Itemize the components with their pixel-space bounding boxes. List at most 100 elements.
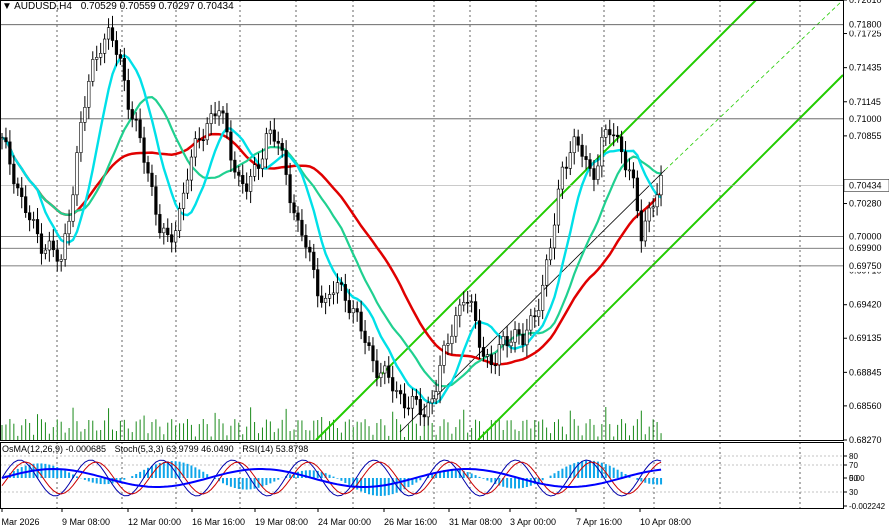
indicator-header: OsMA(12,26,9) -0.000685 Stoch(5,3,3) 63.…: [2, 444, 314, 454]
candle-body: [643, 220, 647, 242]
candle-body: [197, 138, 201, 141]
price-tick-label: 0.69420: [849, 300, 882, 310]
candle-body: [371, 345, 375, 362]
candle-body: [150, 172, 154, 187]
time-label: 31 Mar 08:00: [449, 517, 502, 527]
price-tick-label: 0.71435: [849, 63, 882, 73]
price-tick-label: 0.69135: [849, 333, 882, 343]
candle-body: [367, 342, 371, 347]
candle-body: [296, 212, 300, 221]
sub-tick-label: 50: [849, 474, 858, 483]
channel-lower-line: [477, 74, 844, 441]
candle-body: [596, 165, 600, 180]
candle-body: [252, 164, 257, 177]
candle-body: [537, 310, 541, 318]
candle-body: [355, 308, 359, 313]
volume-histogram: [1, 407, 662, 440]
candle-body: [497, 344, 501, 366]
candle-body: [181, 192, 186, 209]
candle-body: [256, 164, 261, 169]
candle-body: [177, 208, 182, 231]
sub-tick-label: 80: [849, 452, 858, 461]
candle-body: [103, 38, 107, 54]
candle-body: [529, 315, 533, 331]
candle-body: [442, 344, 446, 366]
candle-body: [414, 395, 418, 400]
candle-body: [201, 139, 205, 142]
candle-body: [166, 227, 170, 235]
rsi-line: [1, 467, 662, 489]
time-label: 7 Apr 16:00: [576, 517, 622, 527]
candle-body: [493, 364, 497, 367]
candle-body: [24, 196, 28, 214]
candle-body: [501, 336, 505, 345]
candle-body: [122, 58, 126, 81]
stoch-signal-line: [1, 461, 662, 495]
candle-body: [63, 233, 67, 260]
candle-body: [580, 144, 584, 157]
indicator-window: [0, 455, 843, 497]
candle-body: [47, 240, 51, 251]
candle-body: [280, 142, 284, 151]
sub-tick-label: 0.00: [849, 474, 865, 483]
candle-body: [162, 227, 166, 234]
candle-body: [268, 129, 272, 134]
candle-body: [249, 175, 253, 192]
candle-body: [221, 110, 225, 114]
candle-body: [592, 168, 596, 180]
candle-body: [134, 118, 138, 121]
time-label: 12 Mar 00:00: [128, 517, 181, 527]
time-label: 3 Apr 00:00: [510, 517, 556, 527]
candle-body: [264, 133, 269, 160]
stoch-main-line: [1, 459, 662, 497]
candle-body: [213, 113, 217, 117]
candle-body: [304, 235, 308, 248]
candle-body: [4, 137, 8, 143]
candle-body: [35, 219, 40, 235]
candle-body: [276, 140, 280, 144]
time-label: 10 Apr 08:00: [640, 517, 691, 527]
moving-averages: [1, 53, 663, 405]
stoch-label: Stoch(5,3,3) 63.9799 46.0490: [114, 444, 234, 454]
collapse-arrow-icon[interactable]: ▼: [2, 1, 12, 12]
candle-body: [225, 112, 229, 133]
level-label: 0.69750: [849, 261, 882, 271]
ma-fast-line: [1, 53, 662, 405]
candle-body: [91, 59, 95, 82]
candle-body: [237, 171, 241, 176]
candle-body: [146, 162, 150, 174]
time-label: 16 Mar 16:00: [192, 517, 245, 527]
rsi-label: RSI(14) 53.8798: [242, 444, 309, 454]
candle-body: [59, 259, 63, 262]
candle-body: [556, 188, 561, 226]
candle-body: [631, 169, 636, 179]
level-label-box: [844, 230, 889, 243]
candle-body: [205, 123, 209, 141]
level-label: 0.70000: [849, 231, 882, 241]
channel-projection-line: [664, 0, 844, 171]
candle-body: [635, 177, 639, 212]
candle-body: [158, 214, 162, 234]
horizontal-levels: [0, 24, 843, 267]
candle-body: [185, 179, 190, 194]
ma-mid-line: [1, 95, 662, 388]
price-tick-label: 0.70855: [849, 131, 882, 141]
candle-body: [245, 183, 249, 192]
candle-body: [462, 301, 466, 306]
candle-body: [521, 333, 525, 346]
symbol-label: AUDUSD,H4: [14, 1, 72, 12]
candle-body: [272, 129, 276, 142]
level-label-box: [844, 242, 889, 255]
candle-body: [209, 113, 213, 124]
price-tick-label: 0.68845: [849, 367, 882, 377]
candle-body: [604, 129, 608, 138]
candle-body: [608, 129, 612, 136]
candle-body: [525, 329, 529, 346]
candlesticks: [0, 15, 663, 427]
candle-body: [351, 308, 355, 314]
candle-body: [568, 152, 572, 169]
candle-body: [450, 335, 454, 344]
candle-body: [422, 414, 426, 418]
candle-body: [647, 207, 651, 222]
